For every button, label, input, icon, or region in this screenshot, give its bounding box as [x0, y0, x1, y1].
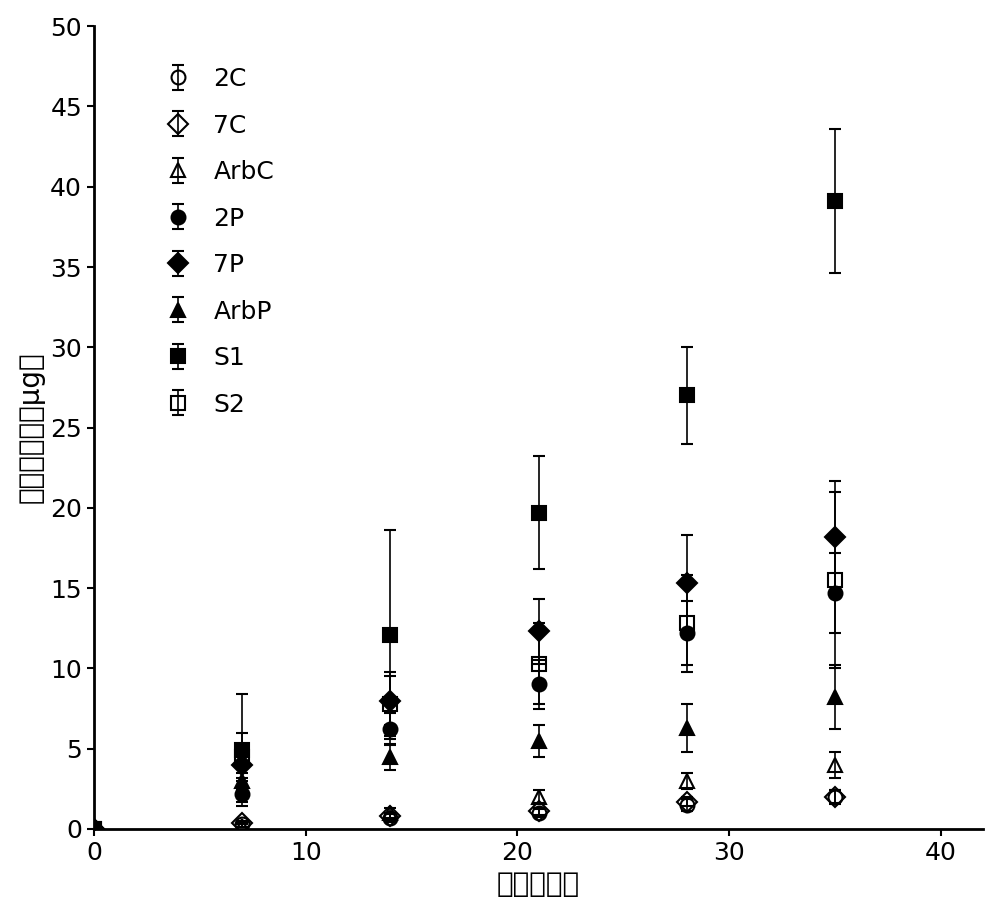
Y-axis label: 紫杉醇释放（μg）: 紫杉醇释放（μg）: [17, 351, 45, 503]
Legend: 2C, 7C, ArbC, 2P, 7P, ArbP, S1, S2: 2C, 7C, ArbC, 2P, 7P, ArbP, S1, S2: [151, 55, 287, 429]
X-axis label: 时间（天）: 时间（天）: [497, 870, 580, 899]
